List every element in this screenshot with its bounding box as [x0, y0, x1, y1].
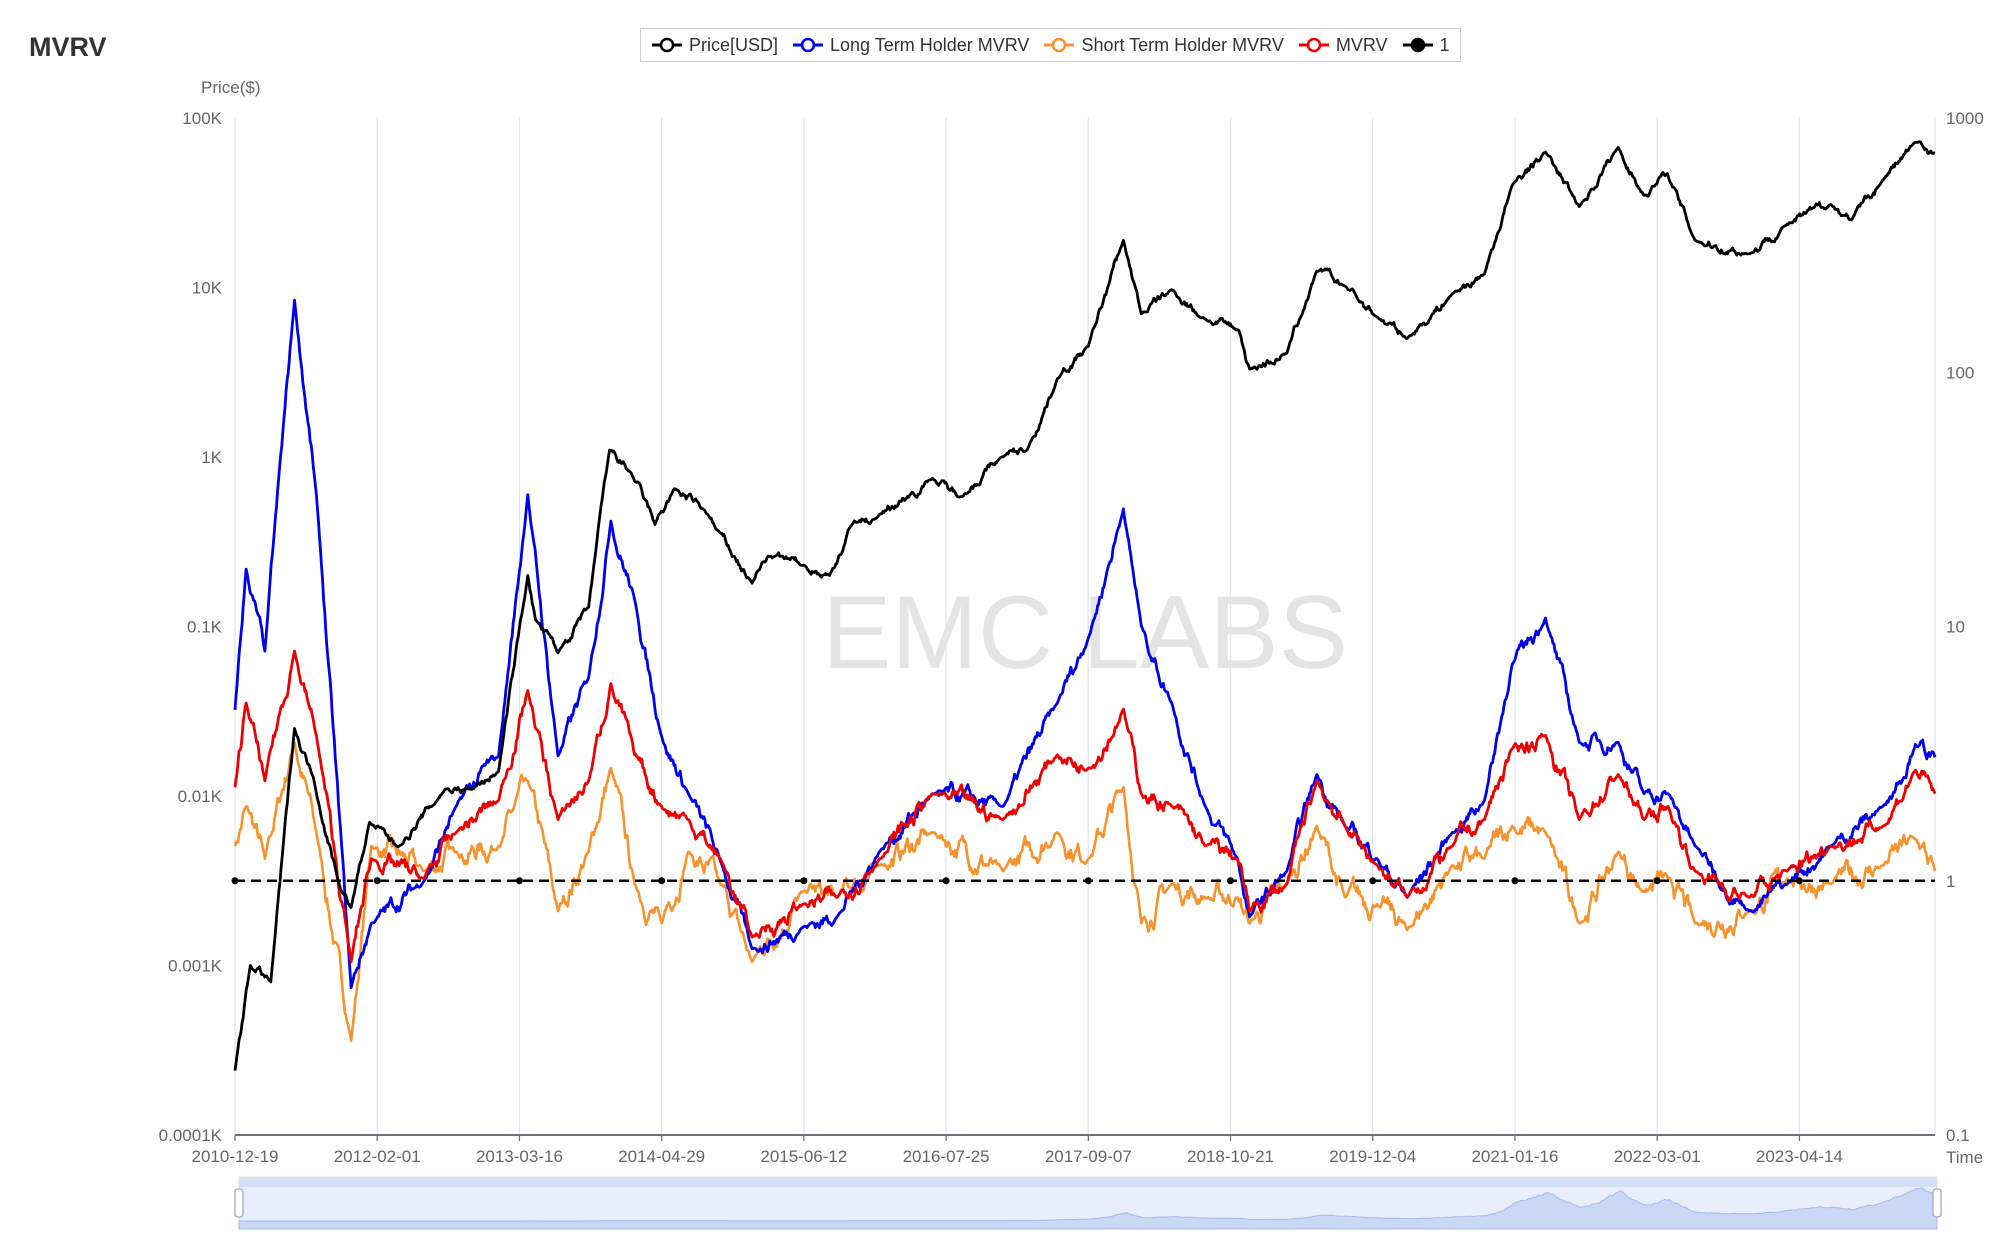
- x-tick-label: 2019-12-04: [1329, 1147, 1416, 1166]
- x-tick-label: 2022-03-01: [1614, 1147, 1701, 1166]
- price-line: [233, 140, 1936, 1071]
- reference-line-point: [658, 877, 666, 885]
- reference-line-point: [942, 877, 950, 885]
- y-right-tick-label: 0.1: [1946, 1126, 1970, 1145]
- slider-left-handle[interactable]: [234, 1188, 244, 1218]
- slider-move-bar[interactable]: [239, 1177, 1937, 1187]
- x-tick-label: 2018-10-21: [1187, 1147, 1274, 1166]
- slider-preview-area: [238, 1187, 1938, 1230]
- reference-line-point: [800, 877, 808, 885]
- y-left-tick-label: 0.0001K: [159, 1126, 223, 1145]
- x-axis-label: Time: [1946, 1148, 1983, 1167]
- reference-line-point: [1227, 877, 1235, 885]
- watermark: EMC LABS: [822, 575, 1348, 691]
- mvrv-line: [233, 649, 1937, 964]
- x-tick-label: 2016-07-25: [903, 1147, 990, 1166]
- reference-line-point: [1084, 877, 1092, 885]
- slider-right-handle[interactable]: [1932, 1188, 1942, 1218]
- y-left-tick-label: 0.001K: [168, 957, 223, 976]
- legend-item-long-term-holder-mvrv[interactable]: Long Term Holder MVRV: [792, 35, 1029, 56]
- x-tick-label: 2014-04-29: [618, 1147, 705, 1166]
- y-right-tick-label: 10: [1946, 618, 1965, 637]
- lth-mvrv-line: [233, 298, 1937, 989]
- reference-line-point: [373, 877, 381, 885]
- legend-marker-icon: [652, 37, 682, 53]
- reference-line-point: [231, 877, 239, 885]
- y-left-tick-label: 100K: [182, 109, 222, 128]
- x-tick-label: 2017-09-07: [1045, 1147, 1132, 1166]
- legend-label: Short Term Holder MVRV: [1081, 34, 1284, 55]
- y-right-tick-label: 1000: [1946, 109, 1984, 128]
- chart-title: MVRV: [29, 32, 107, 62]
- y-right-tick-label: 100: [1946, 363, 1974, 382]
- legend-label: 1: [1439, 34, 1450, 55]
- y-left-tick-label: 1K: [201, 448, 222, 467]
- legend-item-mvrv[interactable]: MVRV: [1298, 35, 1388, 56]
- legend-marker-icon: [793, 37, 824, 53]
- sth-mvrv-line: [233, 741, 1937, 1042]
- legend-item-price-usd[interactable]: Price[USD]: [651, 35, 778, 56]
- x-tick-label: 2010-12-19: [192, 1147, 279, 1166]
- y-left-tick-label: 10K: [192, 279, 223, 298]
- legend-label: Price[USD]: [689, 34, 779, 55]
- x-tick-label: 2021-01-16: [1471, 1147, 1558, 1166]
- x-tick-label: 2023-04-14: [1756, 1147, 1843, 1166]
- legend-label: MVRV: [1335, 34, 1388, 55]
- x-tick-label: 2013-03-16: [476, 1147, 563, 1166]
- x-tick-label: 2012-02-01: [334, 1147, 421, 1166]
- legend-item-one-line[interactable]: 1: [1402, 35, 1450, 56]
- y-left-tick-label: 0.01K: [178, 787, 223, 806]
- reference-line-point: [1369, 877, 1377, 885]
- y-axis-left-label: Price($): [201, 78, 261, 97]
- y-right-tick-label: 1: [1946, 872, 1955, 891]
- reference-line-point: [515, 877, 523, 885]
- x-tick-label: 2015-06-12: [760, 1147, 847, 1166]
- reference-line-point: [1653, 877, 1661, 885]
- legend-marker-icon: [1044, 37, 1075, 53]
- legend-marker-icon: [1402, 37, 1433, 53]
- y-left-tick-label: 0.1K: [187, 618, 223, 637]
- reference-line-point: [1511, 877, 1519, 885]
- data-zoom-slider[interactable]: [234, 1176, 1942, 1230]
- reference-line-point: [1795, 877, 1803, 885]
- legend-label: Long Term Holder MVRV: [830, 34, 1030, 55]
- legend: Price[USD] Long Term Holder MVRV Short Ter…: [640, 28, 1461, 62]
- legend-marker-icon: [1298, 37, 1329, 53]
- legend-item-short-term-holder-mvrv[interactable]: Short Term Holder MVRV: [1043, 34, 1284, 56]
